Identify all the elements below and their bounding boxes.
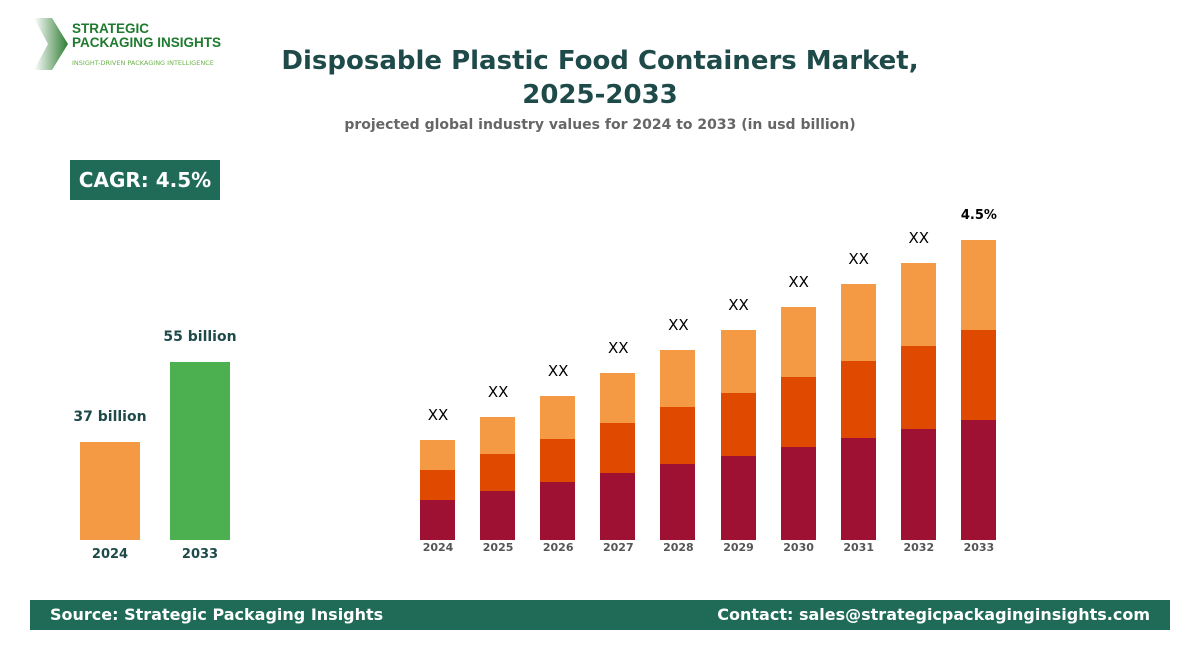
data-label: XX [848,250,869,268]
contact-text: Contact: sales@strategicpackaginginsight… [717,605,1150,624]
cagr-badge: CAGR: 4.5% [70,160,220,200]
data-label: XX [908,229,930,247]
data-label: 37 billion [73,409,147,426]
bar-segment-2032-2 [900,263,936,346]
data-label: XX [728,296,749,314]
bar-segment-2030-0 [780,447,816,540]
bar-segment-2024-1 [420,470,455,500]
bar-segment-2024-2 [420,440,455,470]
bar-segment-2029-1 [720,393,756,456]
bar-segment-2033-0 [960,420,996,540]
x-tick-label: 2033 [181,547,219,562]
bar-segment-2026-1 [540,439,576,482]
bar-segment-2031-2 [840,284,876,361]
bar-segment-2025-2 [480,417,516,454]
bar-segment-2025-0 [480,491,516,540]
footer: Source: Strategic Packaging Insights Con… [30,600,1170,630]
bar-segment-2026-2 [540,396,576,439]
data-label: XX [668,316,689,334]
bar-segment-2031-0 [840,438,876,540]
bar-segment-2027-2 [600,373,636,423]
x-tick-label: 2024 [422,541,454,554]
x-tick-label: 2032 [903,541,935,554]
x-tick-label: 2030 [783,541,814,554]
bar-segment-2033-1 [960,330,996,420]
bar-segment-2029-2 [720,330,756,393]
bar-2024 [80,442,140,540]
x-tick-label: 2025 [482,541,514,554]
bar-segment-2030-2 [780,307,816,377]
bar-segment-2033-2 [960,240,996,330]
bar-segment-2027-1 [600,423,636,473]
x-tick-label: 2024 [91,547,129,562]
bar-segment-2028-0 [660,464,696,540]
data-label: XX [788,273,809,291]
bar-segment-2030-1 [780,377,816,447]
chart-subtitle: projected global industry values for 202… [344,117,856,133]
x-tick-label: 2033 [963,541,995,554]
bar-segment-2031-1 [840,361,876,438]
bar-segment-2028-2 [660,350,696,407]
logo-chevron-icon [34,18,68,70]
x-tick-label: 2029 [723,541,754,554]
data-label: XX [487,383,509,401]
bar-segment-2025-1 [480,454,516,491]
data-label: 55 billion [163,329,237,346]
chart-title: Disposable Plastic Food Containers Marke… [281,46,919,110]
data-label: 4.5% [960,208,997,223]
data-label: XX [547,362,569,380]
logo-tagline: INSIGHT-DRIVEN PACKAGING INTELLIGENCE [72,59,214,67]
bar-segment-2032-0 [900,429,936,540]
bar-2033 [170,362,230,540]
bar-segment-2029-0 [720,456,756,540]
bar-segment-2024-0 [420,500,455,540]
bar-segment-2027-0 [600,473,636,540]
bar-segment-2028-1 [660,407,696,464]
data-label: XX [608,339,629,357]
source-text: Source: Strategic Packaging Insights [50,605,384,624]
logo: STRATEGIC PACKAGING INSIGHTS INSIGHT-DRIV… [30,18,230,73]
x-tick-label: 2027 [602,541,634,554]
bar-segment-2032-1 [900,346,936,429]
x-tick-label: 2031 [843,541,874,554]
x-tick-label: 2028 [663,541,694,554]
bar-segment-2026-0 [540,482,576,540]
x-tick-label: 2026 [542,541,574,554]
logo-text: STRATEGIC PACKAGING INSIGHTS [72,21,222,50]
data-label: XX [427,406,449,424]
